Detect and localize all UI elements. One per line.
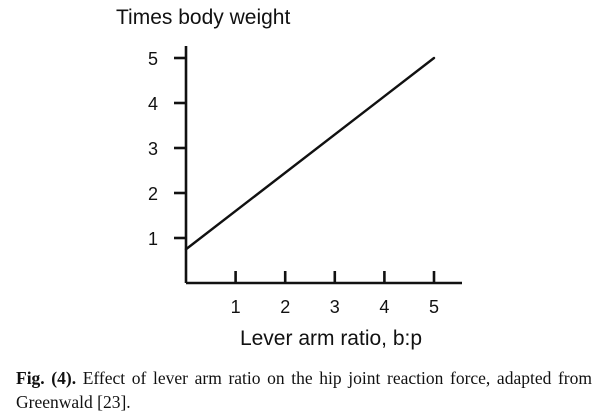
y-tick-label: 1 — [148, 229, 158, 249]
y-tick-label: 4 — [148, 94, 158, 114]
x-tick-label: 1 — [231, 297, 241, 317]
x-tick-label: 3 — [330, 297, 340, 317]
caption-text: Effect of lever arm ratio on the hip joi… — [16, 368, 592, 412]
chart: Times body weight 1 2 3 4 5 1 2 3 4 5 Lever arm … — [116, 6, 462, 350]
caption-label: Fig. (4). — [16, 368, 77, 388]
x-tick-label: 2 — [280, 297, 290, 317]
series-line — [184, 56, 436, 251]
figure-caption: Fig. (4). Effect of lever arm ratio on t… — [16, 366, 592, 414]
y-axis-title: Times body weight — [116, 6, 290, 29]
y-axis: 1 2 3 4 5 — [148, 46, 188, 283]
y-tick-label: 3 — [148, 139, 158, 159]
x-tick-label: 5 — [429, 297, 439, 317]
x-tick-label: 4 — [379, 297, 389, 317]
series-layer — [184, 56, 436, 251]
y-tick-label: 2 — [148, 184, 158, 204]
x-axis-title: Lever arm ratio, b:p — [240, 327, 422, 350]
x-axis: 1 2 3 4 5 — [186, 271, 462, 317]
y-tick-label: 5 — [148, 49, 158, 69]
